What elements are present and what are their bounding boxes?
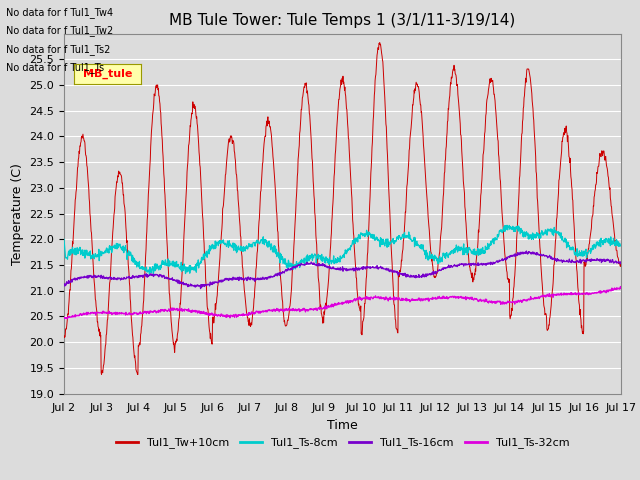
Text: No data for f Tul1_Ts2: No data for f Tul1_Ts2 [6,44,111,55]
Text: No data for f Tul1_Tw2: No data for f Tul1_Tw2 [6,25,114,36]
Legend: Tul1_Tw+10cm, Tul1_Ts-8cm, Tul1_Ts-16cm, Tul1_Ts-32cm: Tul1_Tw+10cm, Tul1_Ts-8cm, Tul1_Ts-16cm,… [111,433,573,453]
Y-axis label: Temperature (C): Temperature (C) [11,163,24,264]
X-axis label: Time: Time [327,419,358,432]
Text: No data for f Tul1_Tw4: No data for f Tul1_Tw4 [6,7,113,18]
Text: No data for f Tul1_Ts: No data for f Tul1_Ts [6,62,104,73]
Text: MB_tule: MB_tule [83,69,132,79]
Title: MB Tule Tower: Tule Temps 1 (3/1/11-3/19/14): MB Tule Tower: Tule Temps 1 (3/1/11-3/19… [169,13,516,28]
